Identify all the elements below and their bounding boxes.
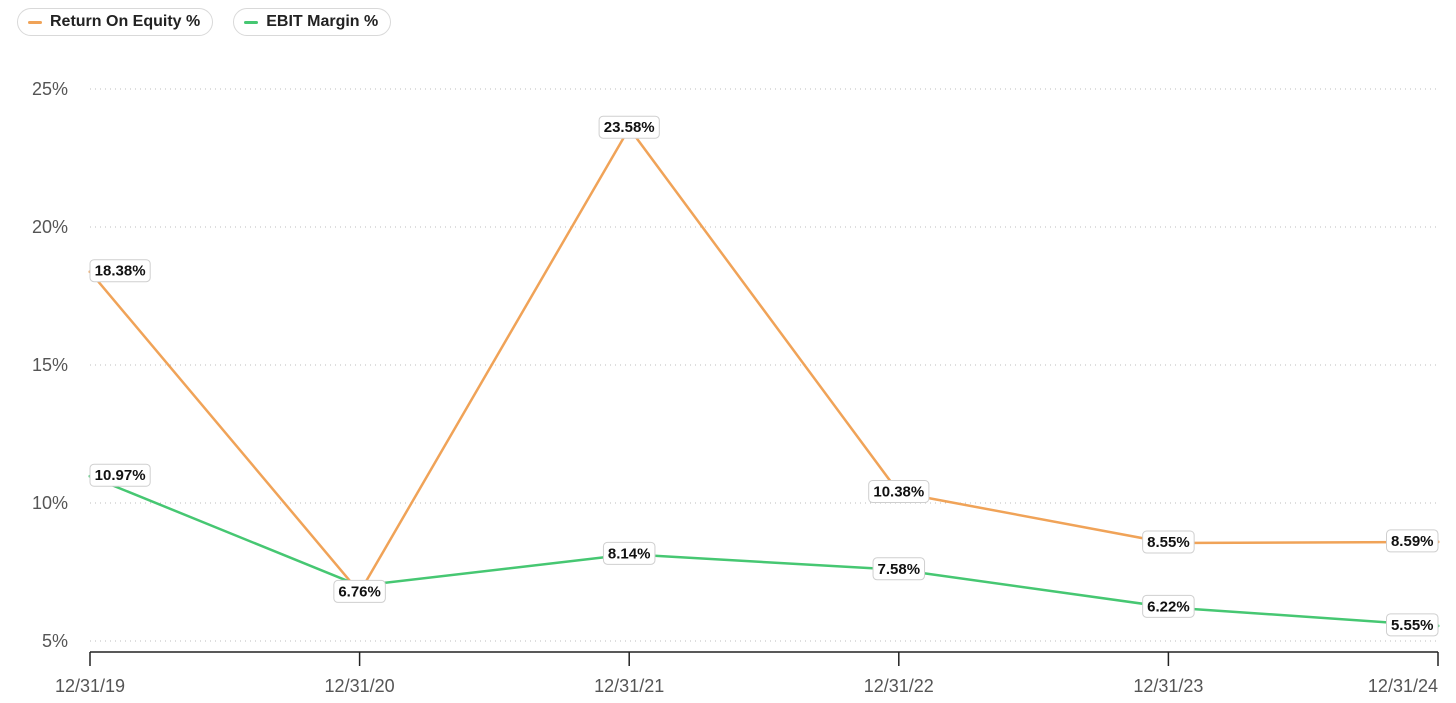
- data-label-box: [89, 463, 151, 487]
- y-tick-label: 5%: [42, 631, 68, 651]
- data-label-box: [1142, 594, 1195, 618]
- legend-item-return-on-equity[interactable]: Return On Equity %: [17, 8, 214, 36]
- data-label: 6.22%: [1147, 598, 1190, 615]
- y-tick-label: 25%: [32, 79, 68, 99]
- data-label-box: [1142, 530, 1195, 554]
- x-tick-label: 12/31/22: [864, 676, 934, 696]
- y-tick-label: 20%: [32, 217, 68, 237]
- legend-item-ebit-margin[interactable]: EBIT Margin %: [233, 8, 392, 36]
- data-label: 10.97%: [95, 467, 146, 484]
- data-label: 8.59%: [1391, 533, 1434, 550]
- data-label-box: [872, 557, 926, 581]
- legend-label-return-on-equity: Return On Equity %: [50, 13, 201, 30]
- x-tick-label: 12/31/20: [325, 676, 395, 696]
- data-label-box: [598, 115, 660, 139]
- data-label-box: [602, 541, 656, 565]
- data-label-box: [1386, 613, 1439, 637]
- chart-legend: Return On Equity % EBIT Margin %: [17, 8, 392, 36]
- data-label: 5.55%: [1391, 617, 1434, 634]
- x-tick-label: 12/31/24: [1368, 676, 1438, 696]
- data-label: 6.76%: [338, 583, 381, 600]
- x-tick-label: 12/31/19: [55, 676, 125, 696]
- x-tick-label: 12/31/21: [594, 676, 664, 696]
- y-tick-label: 15%: [32, 355, 68, 375]
- y-tick-label: 10%: [32, 493, 68, 513]
- data-label-box: [1386, 529, 1439, 553]
- data-label-box: [868, 480, 930, 504]
- data-label: 7.58%: [878, 561, 921, 578]
- data-label: 10.38%: [873, 484, 924, 501]
- data-label: 8.14%: [608, 545, 651, 562]
- x-tick-label: 12/31/23: [1133, 676, 1203, 696]
- data-label-box: [89, 259, 151, 283]
- data-label: 8.55%: [1147, 534, 1190, 551]
- data-label: 23.58%: [604, 119, 655, 136]
- series-line-ebit-margin: [89, 475, 1439, 628]
- legend-swatch-return-on-equity: [28, 20, 42, 24]
- data-label-box: [333, 579, 386, 603]
- series-line-return-on-equity: [89, 126, 1439, 594]
- legend-swatch-ebit-margin: [244, 20, 259, 24]
- legend-label-ebit-margin: EBIT Margin %: [266, 13, 379, 30]
- data-label: 18.38%: [95, 263, 146, 280]
